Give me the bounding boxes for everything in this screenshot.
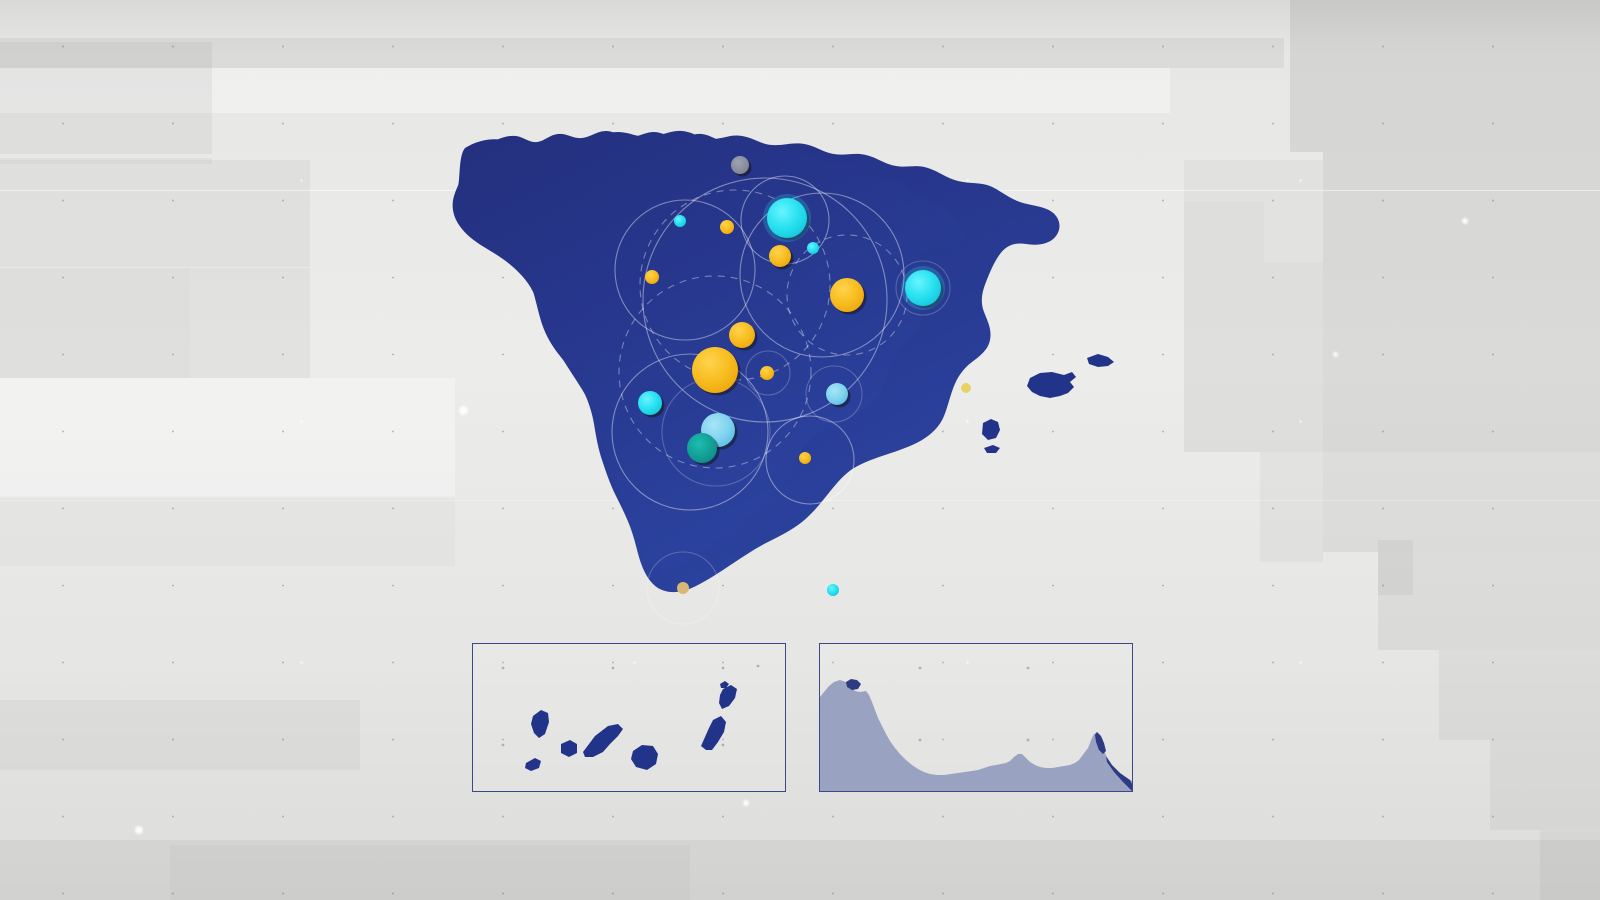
inset-dot xyxy=(1026,666,1030,670)
lanzarote-island xyxy=(719,685,737,709)
inset-dot xyxy=(611,666,615,670)
bubble-disc[interactable] xyxy=(677,582,689,594)
bubble-disc[interactable] xyxy=(731,156,749,174)
decorative-ring-0 xyxy=(642,177,888,423)
bubble-zaragoza[interactable] xyxy=(769,245,794,270)
bubble-cantabria[interactable] xyxy=(731,156,752,177)
menorca-island xyxy=(1087,354,1114,367)
bubble-disc[interactable] xyxy=(720,220,734,234)
inset-dot xyxy=(1026,738,1030,742)
tenerife-island xyxy=(583,724,623,757)
bubble-disc[interactable] xyxy=(767,198,807,238)
decorative-ring-2 xyxy=(614,199,756,341)
bubble-disc[interactable] xyxy=(687,433,717,463)
bubble-valladolid[interactable] xyxy=(729,322,758,351)
bubble-disc[interactable] xyxy=(760,366,774,380)
decorative-ring-8 xyxy=(765,415,855,505)
sparkle-3 xyxy=(1462,218,1468,224)
sparkle-1 xyxy=(459,406,468,415)
formentera-island xyxy=(984,445,1000,453)
inset-dot xyxy=(501,743,505,747)
gran-canaria-island xyxy=(631,745,658,770)
bubble-navarra[interactable] xyxy=(807,242,819,254)
el-hierro-island xyxy=(525,758,541,771)
inset-dot xyxy=(756,664,760,668)
bubble-disc[interactable] xyxy=(905,270,941,306)
bubble-cadiz[interactable] xyxy=(677,582,689,594)
decorative-ring-3 xyxy=(739,192,905,358)
bubble-valencia[interactable] xyxy=(826,383,851,408)
sparkle-4 xyxy=(743,800,749,806)
la-palma-island xyxy=(531,710,549,738)
bubble-burgos[interactable] xyxy=(674,215,686,227)
bubble-disc[interactable] xyxy=(674,215,686,227)
bubble-disc[interactable] xyxy=(830,278,864,312)
decorative-ring-13 xyxy=(895,260,951,316)
bubble-disc[interactable] xyxy=(638,391,662,415)
decorative-ring-11 xyxy=(646,551,720,625)
data-bubble-group xyxy=(638,156,971,596)
sparkle-2 xyxy=(135,826,143,834)
bubble-disc[interactable] xyxy=(807,242,819,254)
ibiza-island xyxy=(982,419,1000,440)
bubble-logrono[interactable] xyxy=(720,220,734,234)
balearic-islands xyxy=(982,354,1114,453)
bubble-disc[interactable] xyxy=(729,322,755,348)
relief-panel-inset[interactable] xyxy=(819,643,1133,792)
bubble-melilla[interactable] xyxy=(827,584,839,596)
decorative-ring-9 xyxy=(805,365,863,423)
bubble-disc[interactable] xyxy=(827,584,839,596)
bubble-disc[interactable] xyxy=(692,347,738,393)
fuerteventura-island xyxy=(701,716,726,750)
mallorca-island xyxy=(1027,372,1076,398)
terrain-peak-left xyxy=(846,679,861,690)
bubble-baleares[interactable] xyxy=(961,383,971,393)
bubble-sevilla[interactable] xyxy=(692,347,741,396)
decorative-ring-10 xyxy=(745,350,791,396)
decorative-ring-6 xyxy=(618,275,812,469)
bubble-disc[interactable] xyxy=(826,383,848,405)
bubble-barcelona[interactable] xyxy=(901,266,945,310)
terrain-peak-right xyxy=(1095,732,1106,754)
inset-dot xyxy=(721,666,725,670)
bubble-disc[interactable] xyxy=(769,245,791,267)
bubble-toledo[interactable] xyxy=(760,366,774,380)
bubble-madrid[interactable] xyxy=(830,278,867,315)
bubble-disc[interactable] xyxy=(961,383,971,393)
sparkle-5 xyxy=(1333,352,1338,357)
terrain-silhouette xyxy=(820,680,1132,791)
decorative-ring-5 xyxy=(611,353,769,511)
canary-islands-inset[interactable] xyxy=(472,643,786,792)
la-gomera-island xyxy=(561,740,577,757)
la-graciosa-island xyxy=(720,681,729,688)
bubble-disc[interactable] xyxy=(645,270,659,284)
bubble-caceres[interactable] xyxy=(638,391,665,418)
bubble-huelva[interactable] xyxy=(687,433,720,466)
terrain-ridge xyxy=(1106,756,1132,791)
inset-dot xyxy=(918,666,922,670)
inset-dot xyxy=(721,743,725,747)
bubble-disc[interactable] xyxy=(799,452,811,464)
inset-dot xyxy=(918,738,922,742)
inset-dot xyxy=(501,666,505,670)
bubble-salamanca[interactable] xyxy=(645,270,659,284)
bubble-murcia[interactable] xyxy=(799,452,811,464)
bubble-bilbao[interactable] xyxy=(763,194,811,242)
spain-bubble-map xyxy=(430,110,1130,640)
decorative-ring-group xyxy=(611,175,951,625)
